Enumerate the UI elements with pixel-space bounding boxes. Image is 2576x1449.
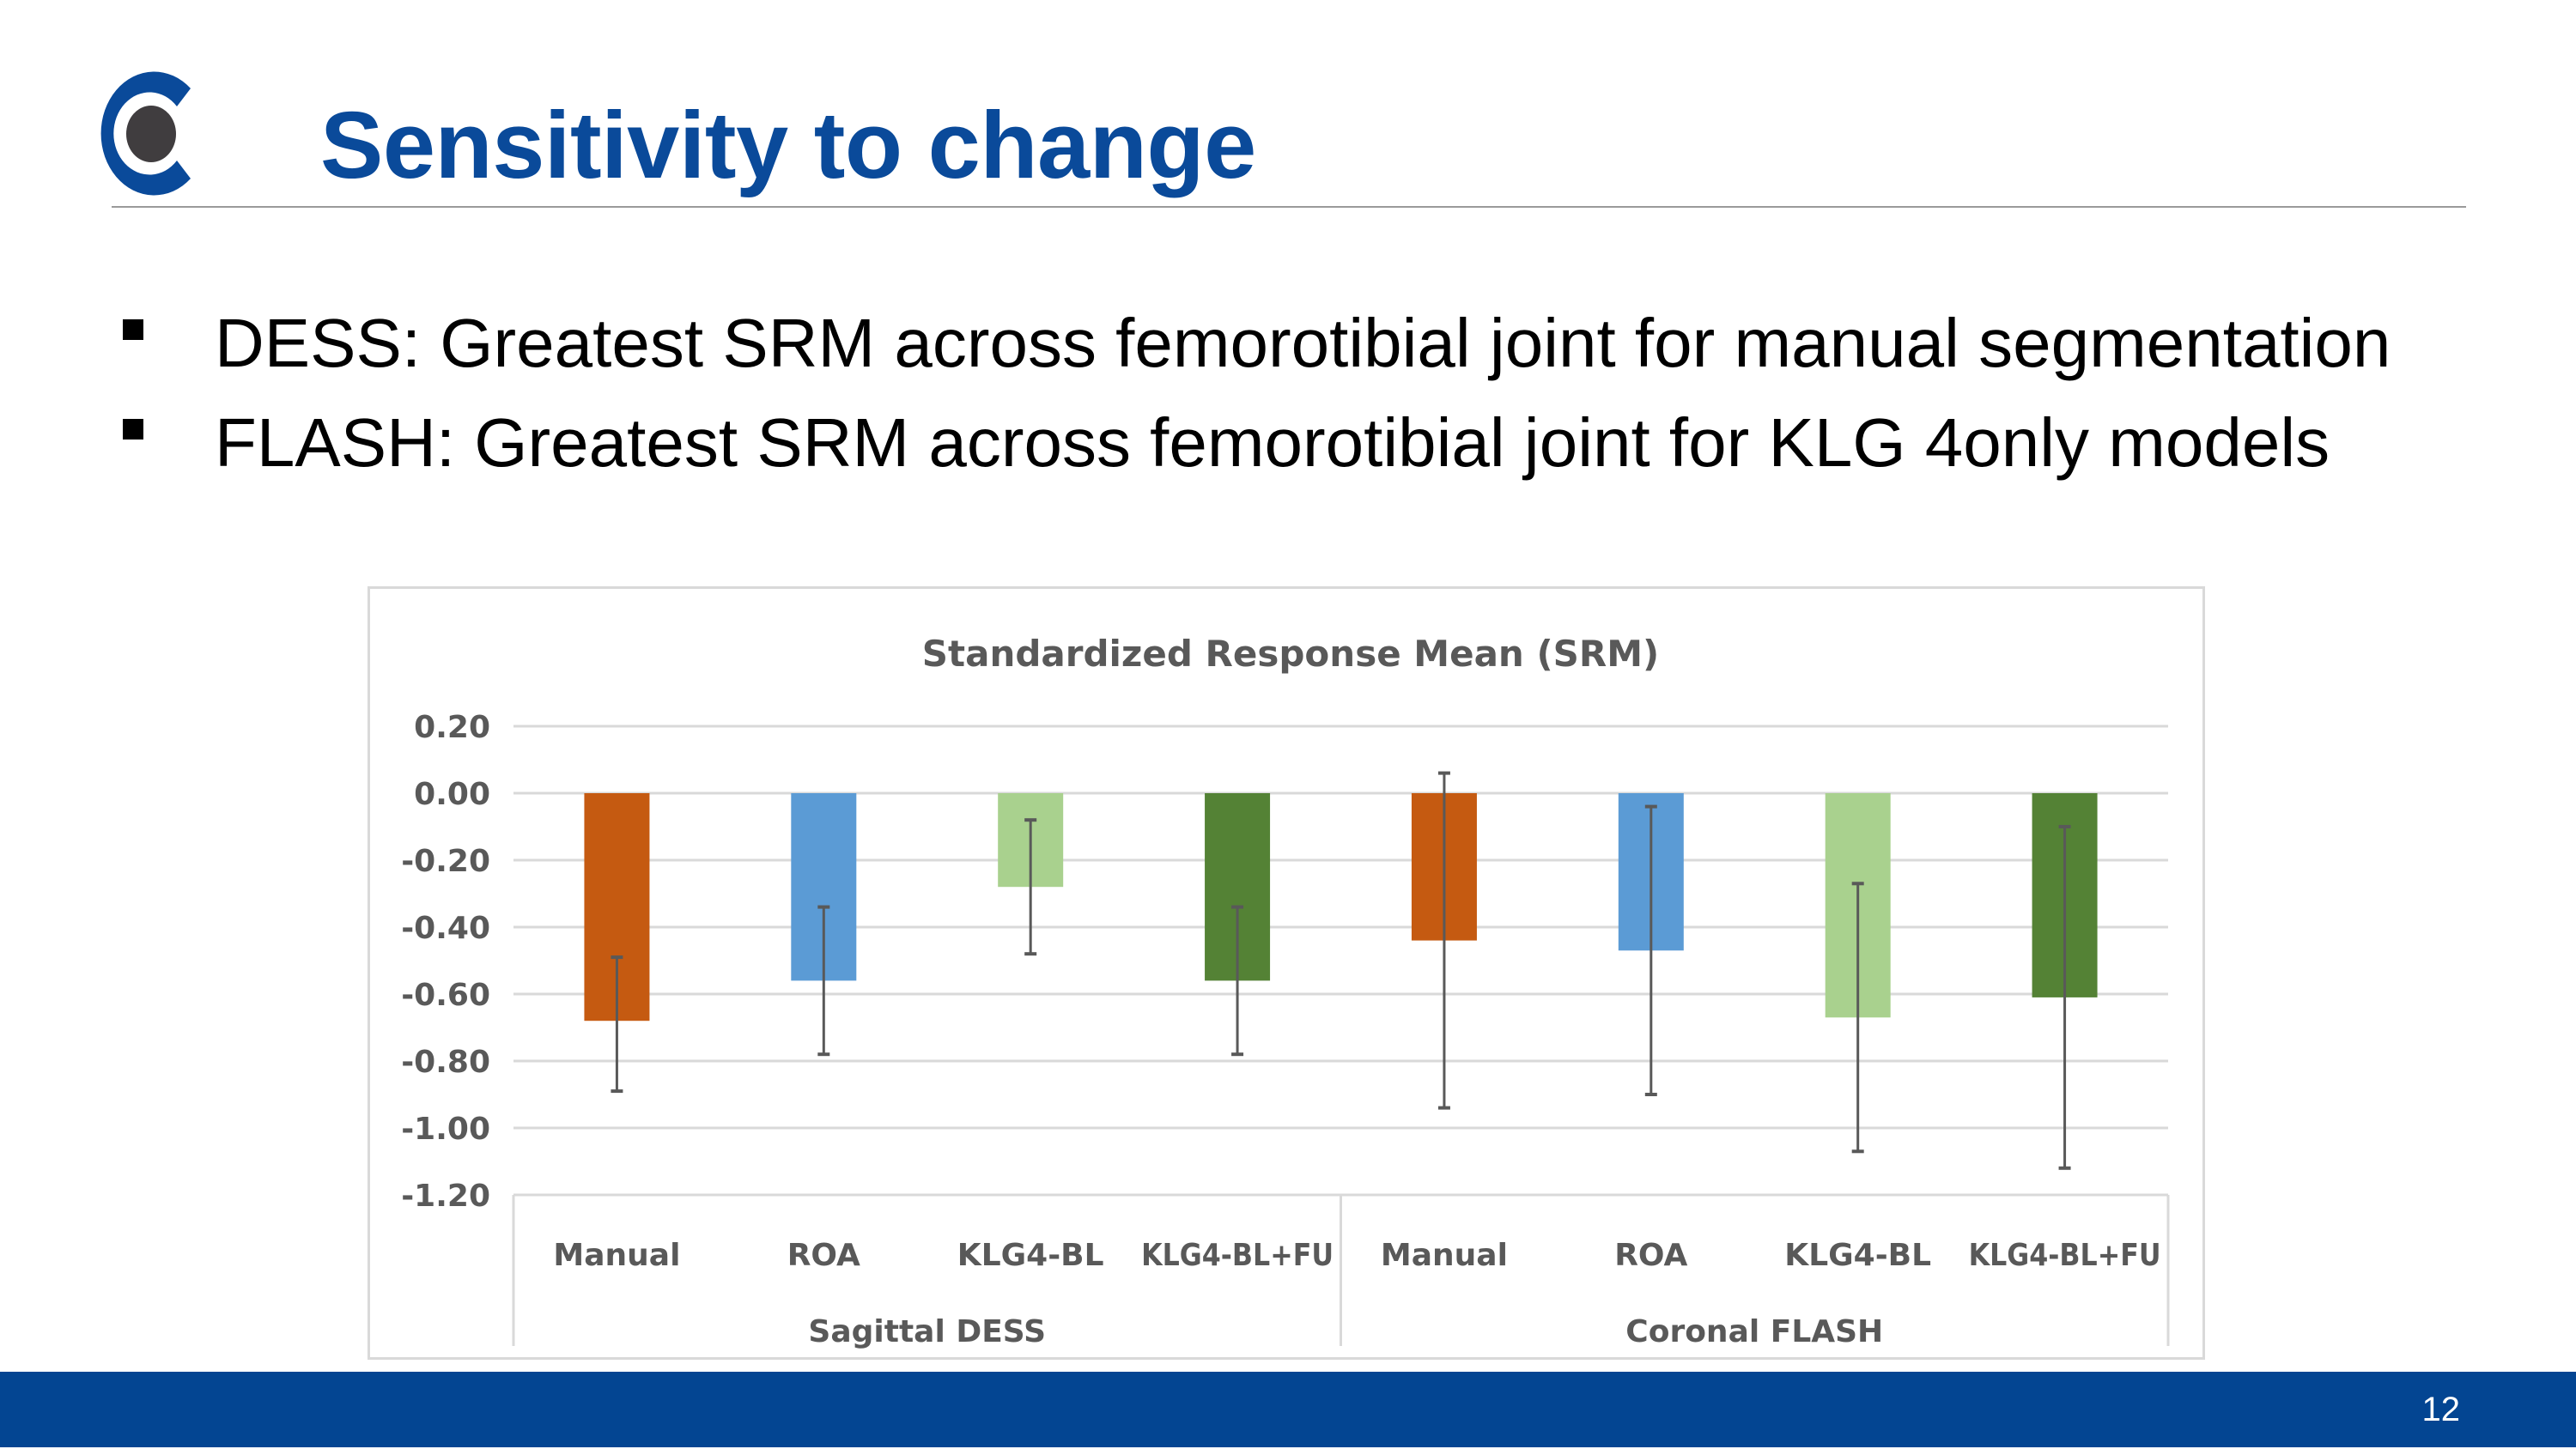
y-tick-label: 0.20 — [414, 710, 490, 745]
chart-container: Standardized Response Mean (SRM) 0.20 0.0… — [368, 586, 2205, 1360]
x-tick-label: ROA — [787, 1238, 860, 1273]
bullet-square-icon — [123, 319, 143, 340]
chart-title: Standardized Response Mean (SRM) — [922, 633, 1659, 675]
x-tick-label: KLG4-BL — [957, 1238, 1104, 1273]
y-tick-label: 0.00 — [414, 777, 490, 812]
y-tick-label: -0.60 — [401, 978, 490, 1013]
page-number: 12 — [2421, 1391, 2461, 1428]
bullet-text: DESS: Greatest SRM across femorotibial j… — [215, 305, 2391, 381]
y-tick-label: -0.20 — [401, 844, 490, 879]
y-tick-label: -0.40 — [401, 911, 490, 946]
x-tick-label: KLG4-BL+FU — [1969, 1238, 2161, 1273]
x-tick-label: KLG4-BL+FU — [1141, 1238, 1334, 1273]
x-tick-label: Manual — [553, 1238, 680, 1273]
bullet-square-icon — [123, 419, 143, 440]
company-logo-icon — [100, 71, 191, 196]
y-tick-label: -1.00 — [401, 1112, 490, 1147]
footer-bar: 12 — [0, 1372, 2576, 1447]
x-group-label: Sagittal DESS — [808, 1314, 1046, 1349]
bullet-text: FLASH: Greatest SRM across femorotibial … — [215, 404, 2330, 481]
x-group-label: Coronal FLASH — [1625, 1314, 1883, 1349]
x-tick-label: ROA — [1614, 1238, 1687, 1273]
x-tick-label: Manual — [1381, 1238, 1508, 1273]
x-tick-label: KLG4-BL — [1784, 1238, 1931, 1273]
title-divider — [112, 206, 2466, 208]
y-tick-label: -0.80 — [401, 1045, 490, 1080]
srm-bar-chart: Standardized Response Mean (SRM) 0.20 0.0… — [401, 633, 2170, 1349]
y-tick-label: -1.20 — [401, 1179, 490, 1214]
slide-title: Sensitivity to change — [320, 93, 1256, 198]
